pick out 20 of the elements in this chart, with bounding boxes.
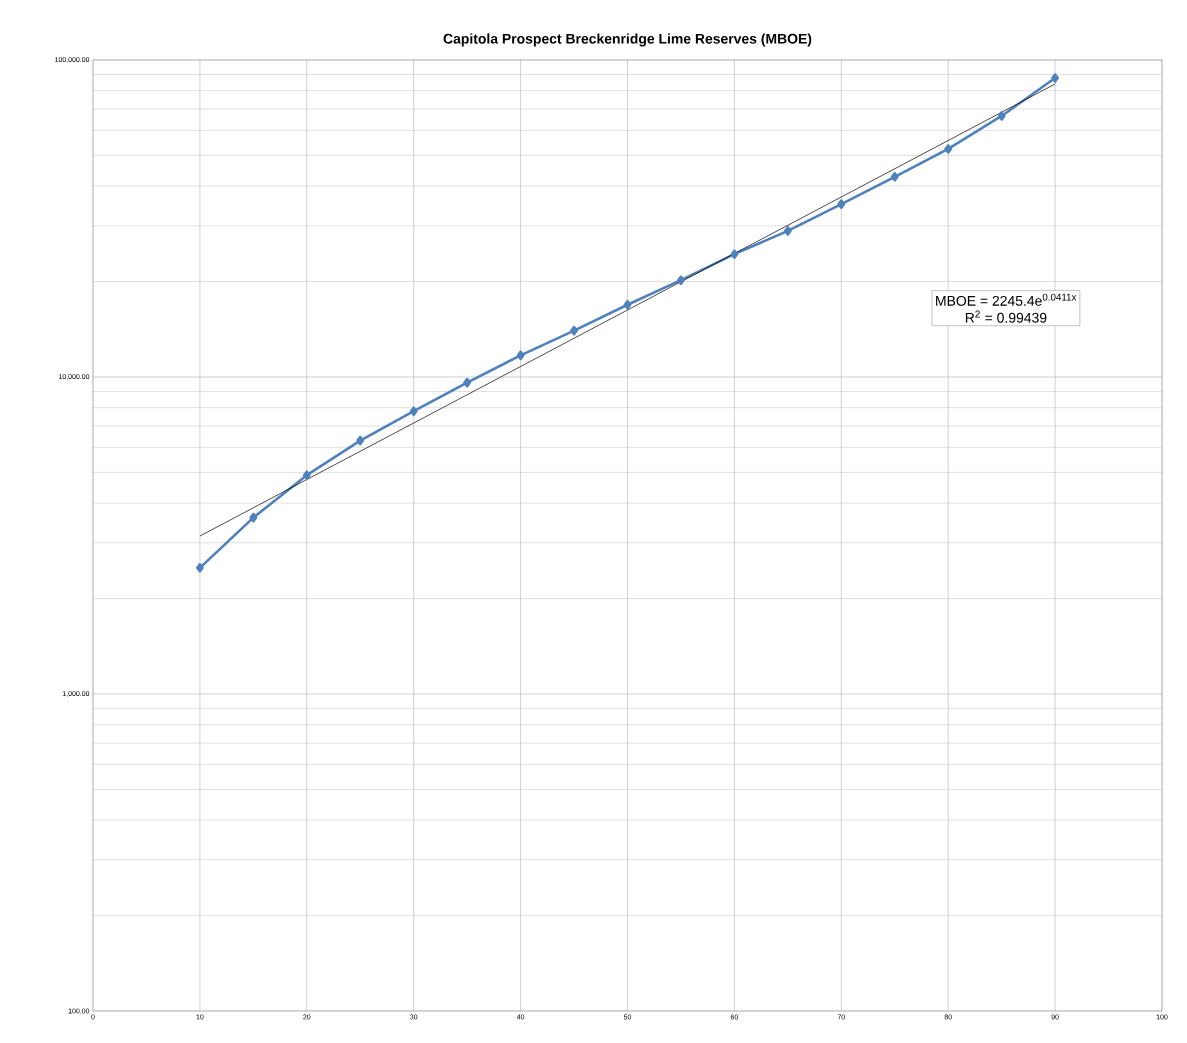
point <box>570 325 578 336</box>
annotation: R$^{2}$ = 0.99439 <box>965 310 1047 323</box>
annotation: MBOE = 2245.4e$^{0.0411x}$ <box>936 293 1077 306</box>
point <box>677 275 685 285</box>
point <box>249 512 258 523</box>
point <box>302 470 311 480</box>
point <box>783 226 792 236</box>
point <box>356 435 365 446</box>
point <box>997 111 1006 121</box>
point <box>944 144 953 154</box>
point <box>623 299 632 310</box>
point <box>837 199 846 209</box>
point <box>1051 73 1060 83</box>
point <box>463 377 472 388</box>
chart-title: Capitola Prospect Breckenridge Lime Reserves (MBOE) <box>443 33 812 47</box>
point <box>195 563 204 573</box>
point <box>730 249 739 259</box>
point <box>516 350 525 361</box>
point <box>409 406 418 416</box>
point <box>890 172 899 182</box>
